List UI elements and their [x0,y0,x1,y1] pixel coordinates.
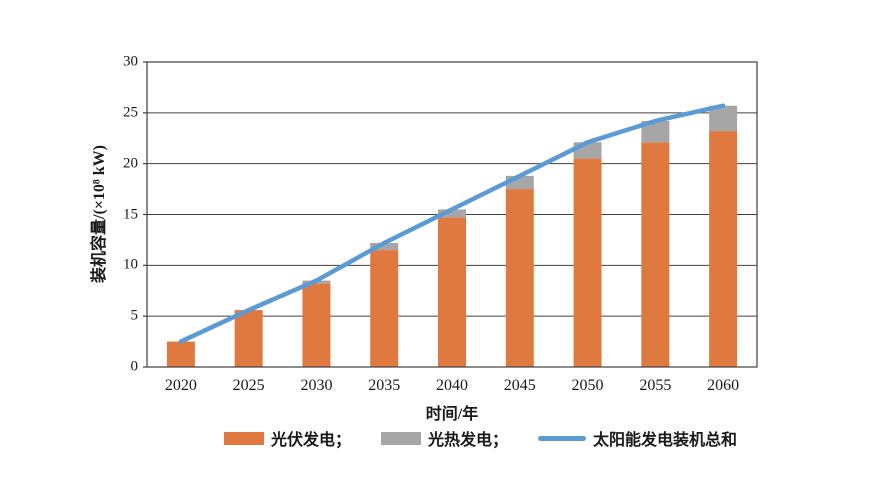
pv-bar-segment [641,142,670,367]
y-tick-label: 30 [123,53,138,70]
csp-bar-swatch-icon [381,431,422,445]
y-tick-label: 5 [130,307,139,324]
total-capacity-line [178,103,726,344]
legend-item-pv: 光伏发电； [224,426,351,450]
x-tick-label: 2025 [232,377,265,394]
csp-bar-segment [370,242,399,251]
x-tick-label: 2060 [707,377,740,394]
x-axis-title: 时间/年 [425,406,479,423]
legend-label-pv: 光伏发电； [271,432,352,449]
y-tick-label: 0 [130,358,139,375]
pv-bar-segment [709,131,738,367]
legend-item-csp: 光热发电； [381,426,508,450]
pv-bar-segment [438,217,466,367]
y-tick-label: 15 [123,206,138,222]
x-tick-label: 2030 [300,377,333,394]
y-tick-label: 20 [123,155,138,172]
x-tick-label: 2045 [503,377,536,394]
pv-bar-swatch-icon [224,431,264,445]
pv-bar-segment [166,341,195,367]
x-tick-label: 2040 [436,377,468,394]
legend-label-csp: 光热发电； [428,432,509,449]
total-line-swatch-icon [538,435,587,441]
pv-bar-segment [234,310,263,367]
pv-bar-segment [370,250,399,367]
y-tick-label: 25 [123,104,138,121]
pv-bar-segment [573,158,602,367]
x-tick-label: 2055 [639,377,672,394]
x-tick-label: 2050 [571,377,604,394]
pv-bar-segment [302,283,331,367]
x-tick-label: 2020 [164,377,197,394]
csp-bar-segment [641,120,670,143]
pv-bar-segment [505,189,534,367]
legend: 光伏发电； 光热发电； 太阳能发电装机总和 [224,426,737,450]
y-tick-label: 10 [123,256,138,273]
legend-label-total: 太阳能发电装机总和 [593,432,738,449]
x-tick-label: 2035 [368,377,401,394]
legend-item-total: 太阳能发电装机总和 [538,426,737,450]
csp-bar-segment [438,209,466,218]
